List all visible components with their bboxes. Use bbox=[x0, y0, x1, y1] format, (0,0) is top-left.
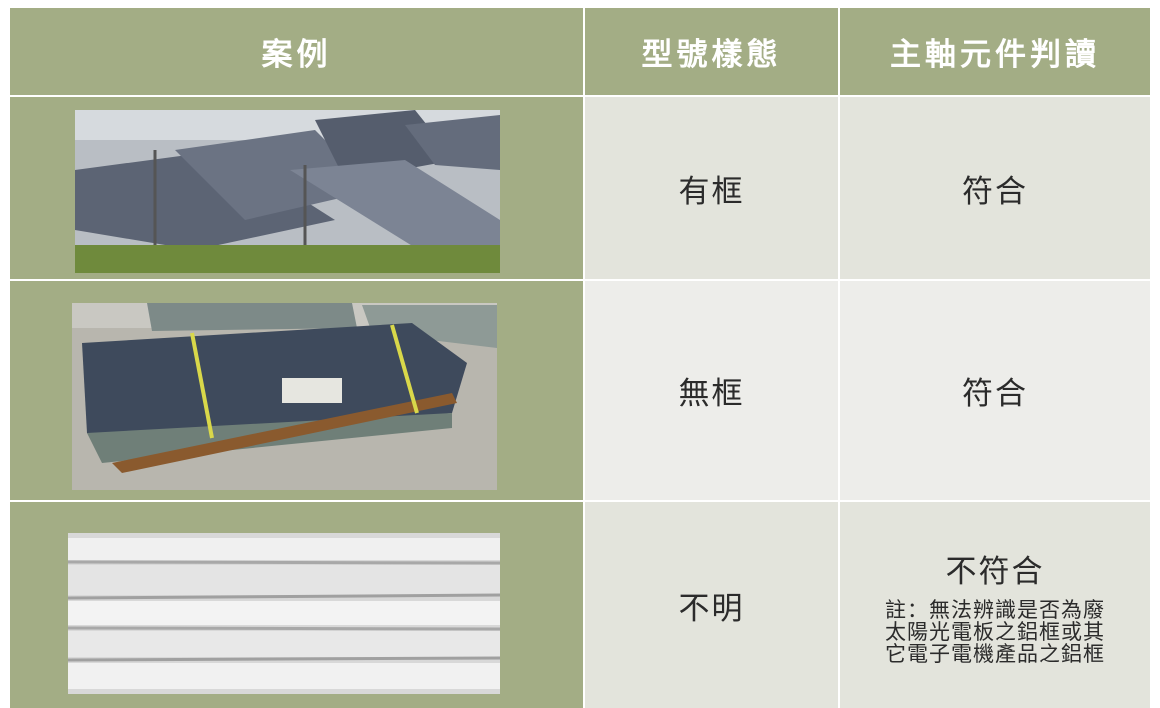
type-cell: 有框 bbox=[585, 97, 838, 279]
note: 註：無法辨識是否為廢 太陽光電板之鋁框或其 它電子電機產品之鋁框 bbox=[885, 599, 1105, 665]
note-line: 註：無法辨識是否為廢 bbox=[885, 597, 1105, 622]
result-cell: 符合 bbox=[840, 281, 1150, 500]
header-cell: 主軸元件判讀 bbox=[840, 8, 1150, 95]
type-cell: 不明 bbox=[585, 502, 838, 708]
result-text: 不符合 bbox=[945, 553, 1045, 590]
result-cell: 符合 bbox=[840, 97, 1150, 279]
result-cell: 不符合 註：無法辨識是否為廢 太陽光電板之鋁框或其 它電子電機產品之鋁框 bbox=[840, 502, 1150, 708]
note-line: 它電子電機產品之鋁框 bbox=[885, 641, 1105, 666]
header-cell: 案例 bbox=[10, 8, 583, 95]
photo-damaged-panels bbox=[75, 110, 500, 273]
photo-frameless-panels bbox=[72, 303, 497, 490]
photo-aluminum-frames bbox=[68, 533, 500, 694]
header-cell: 型號樣態 bbox=[585, 8, 838, 95]
note-line: 太陽光電板之鋁框或其 bbox=[885, 619, 1105, 644]
type-cell: 無框 bbox=[585, 281, 838, 500]
